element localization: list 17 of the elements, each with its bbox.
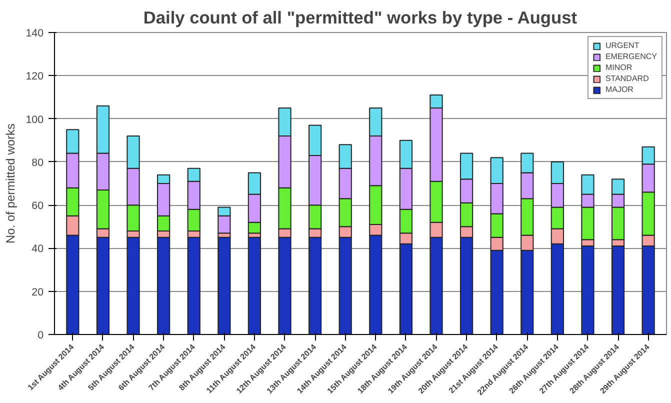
- y-tick-label: 140: [26, 28, 44, 40]
- legend-label: EMERGENCY: [605, 52, 657, 61]
- legend-label: MINOR: [605, 63, 632, 72]
- chart-title: Daily count of all "permitted" works by type - August: [143, 8, 578, 28]
- y-tick-label: 60: [32, 200, 44, 212]
- y-tick-label: 20: [32, 286, 44, 298]
- y-tick-label: 0: [38, 330, 44, 342]
- legend-label: MAJOR: [605, 85, 634, 94]
- y-tick-label: 40: [32, 243, 44, 256]
- legend-label: STANDARD: [605, 74, 649, 83]
- y-axis-title: No. of permitted works: [4, 123, 18, 244]
- bar: [218, 236, 231, 334]
- y-tick-label: 80: [32, 156, 44, 169]
- y-tick-label: 100: [26, 114, 44, 126]
- legend-label: URGENT: [605, 41, 640, 50]
- y-tick-label: 120: [26, 70, 44, 83]
- bar: [248, 236, 262, 334]
